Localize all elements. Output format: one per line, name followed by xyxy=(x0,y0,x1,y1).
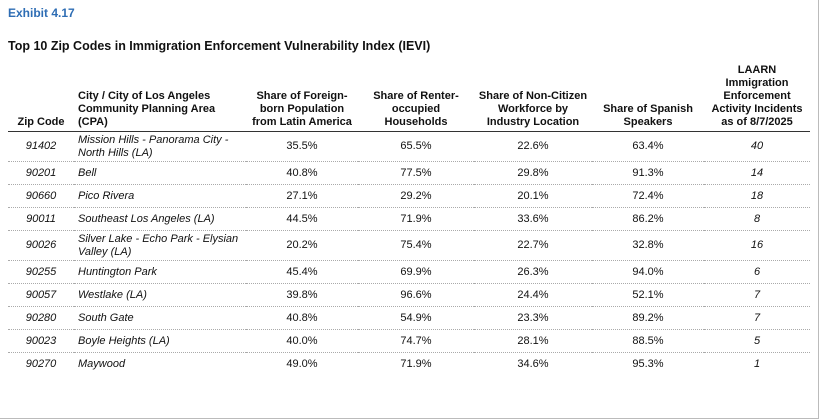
table-row: 90270 Maywood 49.0% 71.9% 34.6% 95.3% 1 xyxy=(8,353,810,376)
table-cell: 1 xyxy=(753,357,761,370)
table-cell: 72.4% xyxy=(592,184,704,208)
table-cell: 89.2% xyxy=(592,306,704,330)
table-cell: 28.1% xyxy=(474,329,592,353)
table-row: 90201 Bell 40.8% 77.5% 29.8% 91.3% 14 xyxy=(8,161,810,185)
table-cell: Pico Rivera xyxy=(74,184,246,208)
table-row: 90660 Pico Rivera 27.1% 29.2% 20.1% 72.4% 18 xyxy=(8,184,810,208)
table-cell: 14 xyxy=(704,161,810,185)
table-cell: 33.6% xyxy=(474,207,592,231)
table-cell: 34.6% xyxy=(517,357,549,370)
table-body: 91402 Mission Hills - Panorama City - Nor… xyxy=(8,131,810,376)
header-row: Zip Code City / City of Los Angeles Commu… xyxy=(8,64,810,132)
table-row: 90011 Southeast Los Angeles (LA) 44.5% 71.9… xyxy=(8,207,810,231)
table-cell: 94.0% xyxy=(592,260,704,284)
table-cell: 6 xyxy=(704,260,810,284)
table-cell: 54.9% xyxy=(358,306,474,330)
table-cell: 40.0% xyxy=(246,329,358,353)
table-row: 90023 Boyle Heights (LA) 40.0% 74.7% 28.1% 88… xyxy=(8,329,810,353)
table-cell: 90201 xyxy=(8,161,74,185)
table-row: 90280 South Gate 40.8% 54.9% 23.3% 89.2% 7 xyxy=(8,306,810,330)
table-cell: 40 xyxy=(704,131,810,162)
table-cell: 26.3% xyxy=(474,260,592,284)
table-cell: 91.3% xyxy=(592,161,704,185)
table-cell: Mission Hills - Panorama City - North Hi… xyxy=(74,131,246,162)
table-cell: 44.5% xyxy=(246,207,358,231)
table-cell: 45.4% xyxy=(246,260,358,284)
table-cell: 18 xyxy=(704,184,810,208)
column-header: City / City of Los Angeles Community Pla… xyxy=(74,64,246,132)
column-header: Share of Renter-occupied Households xyxy=(358,64,474,132)
table-cell: 40.8% xyxy=(246,161,358,185)
table-cell: 7 xyxy=(704,306,810,330)
table-cell: 90011 xyxy=(8,207,74,231)
table-cell: 40.8% xyxy=(246,306,358,330)
column-header: Share of Foreign-born Population from La… xyxy=(246,64,358,132)
table-cell: South Gate xyxy=(74,306,246,330)
table-cell: 88.5% xyxy=(592,329,704,353)
table-row: 91402 Mission Hills - Panorama City - Nor… xyxy=(8,131,810,162)
table-cell: 77.5% xyxy=(358,161,474,185)
table-title: Top 10 Zip Codes in Immigration Enforcem… xyxy=(8,39,431,53)
table-cell: 16 xyxy=(704,230,810,261)
table-cell: 75.4% xyxy=(358,230,474,261)
table-cell: 7 xyxy=(704,283,810,307)
table-cell: Silver Lake - Echo Park - Elysian Valley… xyxy=(74,230,246,261)
table-cell: 90280 xyxy=(8,306,74,330)
table-cell: 69.9% xyxy=(358,260,474,284)
table-cell: 27.1% xyxy=(246,184,358,208)
table-cell: 29.8% xyxy=(474,161,592,185)
table-cell: 22.6% xyxy=(474,131,592,162)
table-cell: 23.3% xyxy=(474,306,592,330)
table-cell: 22.7% xyxy=(474,230,592,261)
table-row: 90255 Huntington Park 45.4% 69.9% 26.3% 94.0%… xyxy=(8,260,810,284)
table-cell: 29.2% xyxy=(358,184,474,208)
table-row: 90057 Westlake (LA) 39.8% 96.6% 24.4% 52.1% 7 xyxy=(8,283,810,307)
table-cell: 95.3% xyxy=(632,357,664,370)
table-cell: 24.4% xyxy=(474,283,592,307)
table-cell: 49.0% xyxy=(286,357,318,370)
table-cell: 96.6% xyxy=(358,283,474,307)
table-cell: Huntington Park xyxy=(74,260,246,284)
table-row: 90026 Silver Lake - Echo Park - Elysian V… xyxy=(8,230,810,261)
table-cell: 8 xyxy=(704,207,810,231)
table-cell: Maywood xyxy=(78,357,126,370)
table-cell: 20.2% xyxy=(246,230,358,261)
table-cell: 91402 xyxy=(8,131,74,162)
table-cell: 86.2% xyxy=(592,207,704,231)
table-cell: 32.8% xyxy=(592,230,704,261)
table-cell: 65.5% xyxy=(358,131,474,162)
table-cell: Boyle Heights (LA) xyxy=(74,329,246,353)
table-cell: 63.4% xyxy=(592,131,704,162)
table-cell: 90270 xyxy=(25,357,57,370)
column-header: Zip Code xyxy=(8,64,74,132)
table-cell: 90255 xyxy=(8,260,74,284)
table-cell: 90057 xyxy=(8,283,74,307)
data-table: Zip Code City / City of Los Angeles Commu… xyxy=(8,64,810,375)
table-cell: 71.9% xyxy=(358,207,474,231)
table-cell: 90023 xyxy=(8,329,74,353)
table-cell: 90026 xyxy=(8,230,74,261)
table-cell: 20.1% xyxy=(474,184,592,208)
table-cell: 35.5% xyxy=(246,131,358,162)
table-cell: 74.7% xyxy=(358,329,474,353)
column-header: Share of Spanish Speakers xyxy=(592,64,704,132)
table-cell: Southeast Los Angeles (LA) xyxy=(74,207,246,231)
table-cell: Westlake (LA) xyxy=(74,283,246,307)
table-cell: Bell xyxy=(74,161,246,185)
table-cell: 5 xyxy=(704,329,810,353)
table-cell: 52.1% xyxy=(592,283,704,307)
table-cell: 39.8% xyxy=(246,283,358,307)
column-header: LAARN Immigration Enforcement Activity I… xyxy=(704,64,810,132)
table-cell: 71.9% xyxy=(400,357,432,370)
column-header: Share of Non-Citizen Workforce by Indust… xyxy=(474,64,592,132)
exhibit-label: Exhibit 4.17 xyxy=(8,6,75,20)
table-cell: 90660 xyxy=(8,184,74,208)
